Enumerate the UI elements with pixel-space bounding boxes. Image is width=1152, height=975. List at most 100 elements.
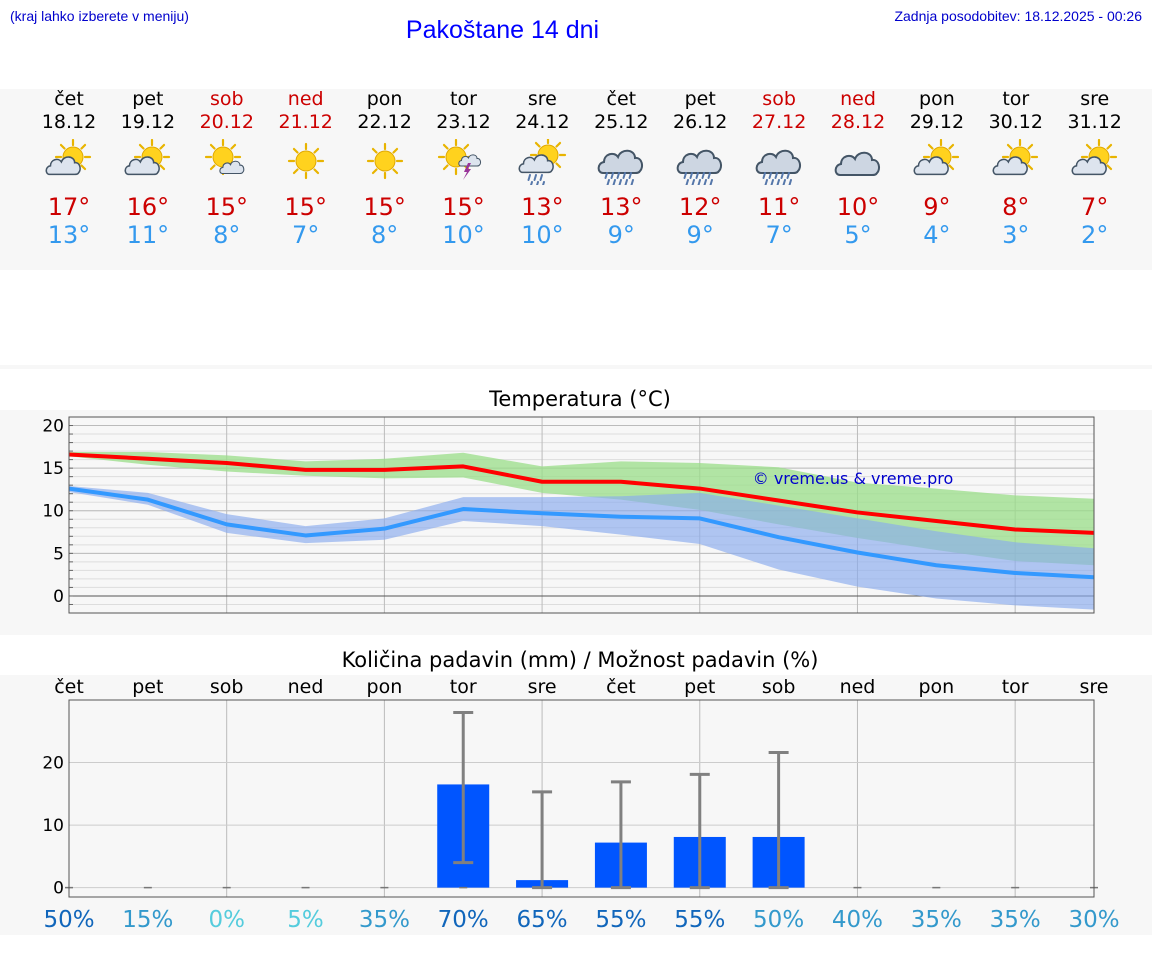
day-date: 20.12 (199, 111, 254, 133)
max-temp-line (68, 452, 1095, 535)
precip-probability: 50% (43, 907, 94, 933)
precip-probability: 35% (359, 907, 410, 933)
max-uncertainty-band (69, 451, 1094, 566)
min-uncertainty-band (69, 486, 1094, 610)
day-date: 25.12 (594, 111, 649, 133)
day-column: tor 30.12 8° 3° (976, 88, 1056, 249)
forecast-band (0, 89, 1152, 270)
precip-probability: 15% (122, 907, 173, 933)
temp-min: 9° (607, 221, 635, 249)
temp-max: 8° (1002, 193, 1030, 221)
temp-min: 10° (442, 221, 485, 249)
y-tick-label: 15 (42, 459, 64, 479)
precip-probability: 55% (595, 907, 646, 933)
plot-frame (68, 416, 1095, 614)
y-tick-label: 10 (42, 502, 64, 522)
day-name: čet (54, 88, 84, 110)
x-day-label: ned (288, 676, 324, 698)
day-date: 19.12 (120, 111, 176, 133)
day-date: 22.12 (357, 111, 412, 133)
x-day-label: sob (210, 676, 244, 698)
sun-icon (287, 142, 324, 180)
precip-probability: 30% (1068, 907, 1119, 933)
precip-probability: 5% (287, 907, 324, 933)
day-date: 31.12 (1067, 111, 1122, 133)
precipitation-chart: 0 10 20 čet pet sob ned pon tor sre čet pet sob ned po… (42, 676, 1119, 933)
day-column: čet 18.12 17° 13° (29, 88, 109, 249)
day-date: 29.12 (909, 111, 965, 133)
day-date: 30.12 (988, 111, 1043, 133)
day-name: sob (762, 88, 796, 110)
temp-max: 15° (284, 193, 327, 221)
last-updated: Zadnja posodobitev: 18.12.2025 - 00:26 (894, 8, 1142, 24)
x-day-label: pet (132, 676, 163, 698)
x-day-label: čet (606, 676, 636, 698)
precip-probability: 0% (208, 907, 245, 933)
y-tick-label: 5 (53, 544, 64, 564)
temp-min: 2° (1081, 221, 1109, 249)
separator (0, 365, 1152, 369)
sun-icon (366, 142, 403, 180)
day-name: ned (840, 88, 876, 110)
precip-probability: 35% (911, 907, 962, 933)
temp-max: 12° (678, 193, 722, 221)
plot-frame (68, 699, 1095, 898)
sun-cloud-rain-icon (518, 139, 567, 185)
sun-cloud-icon (913, 139, 959, 176)
x-day-label: pon (918, 676, 954, 698)
sun-thunder-icon (437, 139, 481, 180)
temperature-chart-title: Temperatura (°C) (489, 387, 671, 411)
y-tick-label: 10 (42, 816, 64, 836)
x-day-label: sre (528, 676, 557, 698)
temp-min: 10° (521, 221, 564, 249)
x-day-label: pet (684, 676, 715, 698)
sun-cloud-icon (992, 139, 1038, 176)
precip-probability: 35% (990, 907, 1041, 933)
temp-min: 7° (292, 221, 320, 249)
cloud-rain-icon (755, 149, 802, 185)
day-name: pon (366, 88, 403, 110)
day-name: čet (606, 88, 637, 110)
min-temp-line (68, 486, 1095, 580)
day-name: tor (1002, 88, 1030, 110)
precip-probability: 50% (753, 907, 804, 933)
day-date: 26.12 (672, 111, 728, 133)
temp-max: 11° (757, 193, 801, 221)
day-column: tor 23.12 15° 10° (424, 88, 504, 249)
temp-min: 4° (923, 221, 951, 249)
day-name: tor (450, 88, 477, 110)
day-date: 18.12 (41, 111, 97, 133)
day-column: čet 25.12 13° 9° (581, 88, 661, 249)
watermark: © vreme.us & vreme.pro (753, 469, 954, 488)
location-hint: (kraj lahko izberete v meniju) (10, 8, 189, 24)
x-day-label: tor (450, 676, 477, 698)
day-name: sob (210, 88, 244, 110)
temp-max: 7° (1081, 193, 1109, 221)
temp-max: 15° (363, 193, 406, 221)
temp-max: 10° (836, 193, 880, 221)
temperature-chart: 0 5 10 15 20 © vreme.us & vreme.pro (42, 416, 1095, 614)
day-column: pon 22.12 15° 8° (345, 88, 425, 249)
y-tick-label: 20 (42, 754, 64, 774)
temp-max: 17° (47, 193, 91, 221)
sun-cloud-icon (124, 139, 170, 176)
day-name: ned (287, 88, 324, 110)
day-column: sob 20.12 15° 8° (187, 88, 267, 249)
day-name: sre (1080, 88, 1110, 110)
temp-min: 8° (213, 221, 241, 249)
day-column: sre 31.12 7° 2° (1055, 88, 1135, 249)
x-day-label: sre (1080, 676, 1109, 698)
precip-probability: 70% (438, 907, 489, 933)
temp-min: 8° (370, 221, 399, 249)
temp-min: 13° (47, 221, 91, 249)
y-tick-label: 0 (53, 879, 64, 899)
day-column: pet 26.12 12° 9° (660, 88, 740, 249)
day-column: sre 24.12 13° 10° (502, 88, 582, 249)
temp-max: 15° (205, 193, 249, 221)
x-day-label: pon (367, 676, 403, 698)
day-column: ned 21.12 15° 7° (266, 88, 346, 249)
sun-cloud-icon (1071, 139, 1117, 176)
sun-small-cloud-icon (204, 139, 245, 176)
x-day-label: ned (840, 676, 876, 698)
day-date: 28.12 (830, 111, 886, 133)
